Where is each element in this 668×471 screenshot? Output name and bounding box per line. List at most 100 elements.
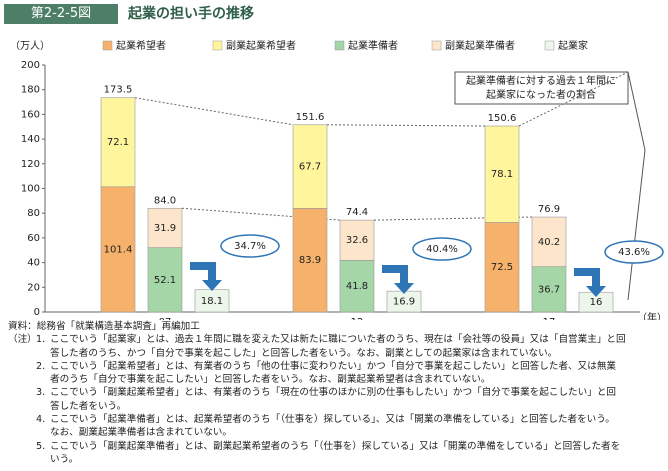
bar-segment [484, 125, 520, 223]
bar-segment [292, 124, 328, 209]
value-label: 36.7 [538, 284, 560, 295]
note-row: 答した者のうち、かつ「自分で事業を起こした」と回答した者をいう。なお、副業として… [8, 347, 664, 360]
y-tick-label: 180 [21, 85, 40, 96]
legend-label: 副業起業希望者 [226, 39, 296, 52]
note-number [36, 347, 50, 360]
legend-label: 起業家 [558, 39, 588, 52]
note-number [36, 453, 50, 466]
y-tick-label: 60 [27, 233, 40, 244]
chart: （万人） （年） 起業準備者に対する過去１年間に 起業家になった者の割合 0 20… [10, 39, 667, 320]
total-label: 150.6 [488, 113, 517, 124]
bar-segment [531, 266, 567, 313]
note-number [36, 373, 50, 386]
figure-number: 第2-2-5図 [4, 4, 118, 24]
y-tick-label: 80 [27, 208, 40, 219]
note-row: なお、副業起業準備者は含まれていない。 [8, 426, 664, 439]
note-text: ここでいう「副業起業希望者」とは、有業者のうち「現在の仕事のほかに別の仕事もした… [50, 387, 617, 399]
note-row: 答した者をいう。 [8, 400, 664, 413]
arrow [382, 265, 414, 294]
source: 資料：総務省「就業構造基本調査」再編加工 [8, 321, 200, 332]
ratio-label: 43.6% [618, 247, 650, 258]
notes: 資料：総務省「就業構造基本調査」再編加工 （注） 1. ここでいう「起業家」とは、過… [8, 320, 664, 466]
note-text: ここでいう「副業起業準備者」とは、副業起業希望者のうち「（仕事を）探している」又… [50, 440, 621, 452]
note-text: 者のうち「自分で事業を起こしたい」と回答した者をいう。なお、副業起業希望者は含ま… [50, 374, 491, 386]
value-label: 78.1 [491, 169, 513, 180]
note-number: 2. [36, 360, 46, 372]
value-label: 101.4 [104, 244, 133, 255]
note-row: いう。 [8, 453, 664, 466]
value-label: 83.9 [299, 255, 321, 266]
y-tick-label: 160 [21, 109, 40, 120]
legend-swatch [544, 40, 555, 51]
bar-segment [339, 219, 375, 261]
note-number: 3. [36, 387, 46, 399]
total-label: 74.4 [346, 207, 368, 218]
ratio-label: 34.7% [234, 241, 266, 252]
legend-label: 起業希望者 [116, 39, 166, 52]
annotation-bracket [627, 71, 646, 301]
note-text: いう。 [50, 453, 79, 465]
value-label: 16 [590, 297, 603, 308]
note-number [36, 426, 50, 439]
note-label [8, 360, 36, 373]
y-tick-label: 0 [34, 307, 40, 318]
note-row: 3. ここでいう「副業起業希望者」とは、有業者のうち「現在の仕事のほかに別の仕事も… [8, 386, 664, 399]
value-label: 18.1 [201, 296, 223, 307]
ratio-ellipse [412, 237, 472, 261]
trend-line [518, 71, 629, 127]
value-label: 52.1 [154, 275, 176, 286]
legend-label: 副業起業準備者 [445, 39, 515, 52]
note-number [36, 400, 50, 413]
note-text: なお、副業起業準備者は含まれていない。 [50, 427, 232, 439]
note-row: 者のうち「自分で事業を起こしたい」と回答した者をいう。なお、副業起業希望者は含ま… [8, 373, 664, 386]
legend-swatch [334, 40, 345, 51]
value-label: 41.8 [346, 281, 368, 292]
note-number: 4. [36, 414, 46, 426]
trend-line [134, 97, 294, 126]
arrow [190, 262, 222, 291]
bar-segment [147, 247, 183, 313]
bar-segment [531, 216, 567, 267]
x-tick-label: 17 [543, 317, 556, 320]
bar-segment [147, 207, 183, 248]
y-tick-label: 200 [21, 60, 40, 71]
x-unit: （年） [637, 311, 667, 320]
y-tick-label: 120 [21, 159, 40, 170]
value-label: 67.7 [299, 162, 321, 173]
y-unit: （万人） [10, 40, 50, 52]
total-label: 151.6 [296, 112, 325, 123]
note-row: （注） 1. ここでいう「起業家」とは、過去１年間に職を変えた又は新たに職についた者… [8, 333, 664, 346]
y-tick-label: 40 [27, 258, 40, 269]
bar-segment [339, 260, 375, 313]
legend-swatch [102, 40, 113, 51]
note-text: 答した者のうち、かつ「自分で事業を起こした」と回答した者をいう。なお、副業として… [50, 347, 558, 359]
note-label [8, 373, 36, 386]
x-tick-label: 07 [159, 317, 172, 320]
value-label: 72.1 [107, 137, 129, 148]
value-label: 40.2 [538, 237, 560, 248]
note-text: 答した者をいう。 [50, 400, 127, 412]
note-text: ここでいう「起業準備者」とは、起業希望者のうち「（仕事を）探している」、又は「開… [50, 414, 615, 426]
y-tick-label: 140 [21, 134, 40, 145]
y-tick-label: 100 [21, 184, 40, 195]
note-row: 5. ここでいう「副業起業準備者」とは、副業起業希望者のうち「（仕事を）探している… [8, 440, 664, 453]
note-label [8, 440, 36, 453]
ratio-ellipse [220, 234, 280, 258]
note-label: （注） [8, 334, 37, 346]
note-label [8, 400, 36, 413]
trend-line [326, 124, 486, 127]
note-number: 1. [36, 334, 46, 346]
value-label: 32.6 [346, 235, 368, 246]
x-tick-label: 12 [351, 317, 364, 320]
y-tick-label: 20 [27, 282, 40, 293]
annotation-text: 起業家になった者の割合 [486, 88, 596, 101]
annotation-box [454, 71, 629, 105]
arrow [574, 268, 606, 297]
legend-label: 起業準備者 [348, 39, 398, 52]
note-row: 2. ここでいう「起業希望者」とは、有業者のうち「他の仕事に変わりたい」かつ「自分… [8, 360, 664, 373]
total-label: 76.9 [538, 204, 560, 215]
bar-segment [100, 186, 136, 313]
total-label: 84.0 [154, 195, 176, 206]
legend-swatch [212, 40, 223, 51]
